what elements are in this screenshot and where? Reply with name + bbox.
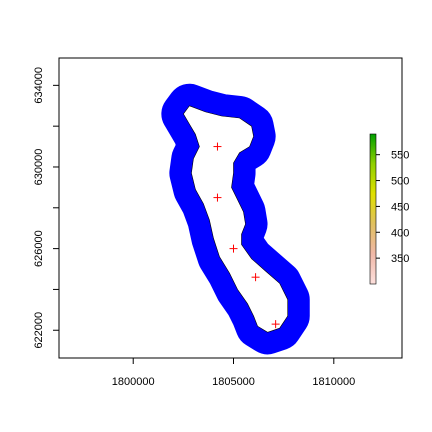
x-axis: 1800000 1805000 1810000 — [112, 358, 355, 388]
sample-point — [251, 273, 260, 282]
x-tick-label: 1805000 — [212, 376, 255, 388]
colorbar-tick-label: 450 — [391, 201, 409, 213]
sample-point — [213, 193, 222, 202]
sample-point — [271, 320, 280, 329]
y-tick-label: 630000 — [33, 149, 45, 186]
colorbar-legend: 350 400 450 500 550 — [369, 133, 409, 285]
colorbar-tick-label: 350 — [391, 253, 409, 265]
y-axis: 622000 626000 630000 634000 — [33, 67, 59, 349]
island-polygon — [183, 105, 288, 333]
colorbar-ramp — [369, 133, 377, 285]
y-tick-label: 626000 — [33, 230, 45, 267]
colorbar-tick-label: 550 — [391, 150, 409, 162]
x-tick-label: 1810000 — [312, 376, 355, 388]
sample-point — [213, 142, 222, 151]
y-tick-label: 622000 — [33, 312, 45, 349]
colorbar-tick-label: 400 — [391, 227, 409, 239]
sample-points — [213, 142, 280, 329]
colorbar-tick-label: 500 — [391, 176, 409, 188]
y-tick-label: 634000 — [33, 67, 45, 104]
x-tick-label: 1800000 — [112, 376, 155, 388]
sample-point — [229, 244, 238, 253]
